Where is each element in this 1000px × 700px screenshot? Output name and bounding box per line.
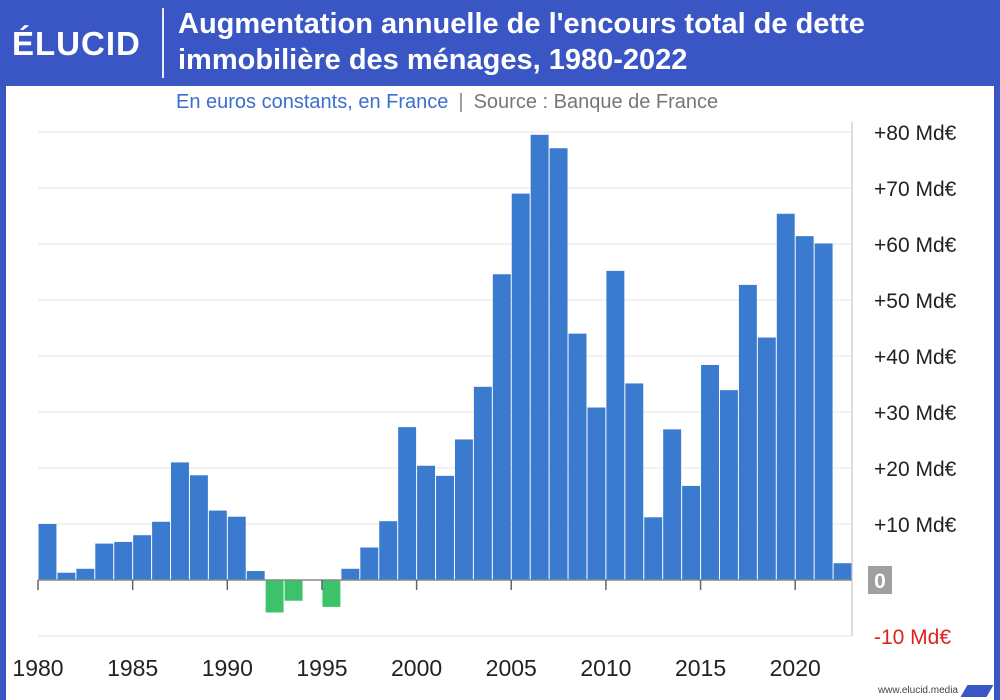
chart-title-line-1: Augmentation annuelle de l'encours total… (178, 8, 865, 40)
bar-1989 (208, 510, 227, 580)
bar-2016 (719, 390, 738, 580)
bar-1984 (114, 541, 133, 580)
zero-badge (868, 566, 892, 594)
bar-2018 (757, 337, 776, 580)
y-tick-label: +40 Md€ (874, 346, 957, 369)
bar-1986 (152, 521, 171, 580)
bar-2002 (454, 439, 473, 580)
chart-subtitle: En euros constants, en France | Source : B… (176, 89, 718, 115)
subtitle-description: En euros constants, en France (176, 91, 449, 113)
header-bar: ÉLUCID Augmentation annuelle de l'encour… (0, 0, 1000, 86)
x-tick-label: 2005 (486, 655, 537, 681)
bar-1990 (227, 516, 246, 580)
y-tick-label: +70 Md€ (874, 178, 957, 201)
y-tick-label: +60 Md€ (874, 234, 957, 257)
bar-2005 (511, 193, 530, 580)
x-tick-label: 1980 (12, 655, 63, 681)
footer-url: www.elucid.media (877, 685, 958, 696)
bar-1985 (133, 535, 152, 580)
bar-2006 (530, 134, 549, 581)
bar-1981 (57, 572, 76, 580)
bar-1997 (360, 547, 379, 580)
bar-1996 (341, 568, 360, 580)
bar-2019 (776, 213, 795, 580)
bar-1995 (322, 580, 341, 607)
x-tick-label: 2000 (391, 655, 442, 681)
logo-divider (162, 8, 164, 78)
bar-2015 (701, 364, 719, 580)
y-tick-label: -10 Md€ (874, 626, 951, 649)
bar-2017 (738, 284, 757, 580)
bar-2010 (606, 270, 625, 580)
bar-1988 (189, 475, 208, 580)
bar-1987 (171, 462, 189, 580)
subtitle-separator: | (458, 91, 464, 113)
bar-2001 (436, 475, 454, 580)
bar-2020 (795, 236, 814, 580)
chart-title-line-2: immobilière des ménages, 1980-2022 (178, 44, 688, 76)
x-tick-label: 1985 (107, 655, 158, 681)
bar-2009 (587, 407, 606, 580)
y-tick-label: +10 Md€ (874, 514, 957, 537)
y-tick-label: +50 Md€ (874, 290, 957, 313)
chart-title: Augmentation annuelle de l'encours total… (178, 6, 978, 78)
bar-1999 (398, 427, 417, 580)
bar-1982 (76, 568, 95, 580)
bar-2014 (682, 485, 701, 580)
frame-left (0, 86, 6, 700)
elucid-logo: ÉLUCID (12, 25, 141, 62)
bar-2021 (814, 243, 833, 580)
bar-1993 (284, 580, 303, 601)
y-tick-label: +20 Md€ (874, 458, 957, 481)
x-tick-label: 2015 (675, 655, 726, 681)
x-tick-label: 1990 (202, 655, 253, 681)
bar-1991 (246, 571, 265, 580)
bar-1998 (379, 521, 398, 580)
subtitle-source: Source : Banque de France (473, 91, 719, 113)
y-tick-label: +80 Md€ (874, 122, 957, 145)
bar-2003 (473, 386, 492, 580)
x-tick-label: 1995 (296, 655, 347, 681)
bar-2008 (568, 333, 587, 580)
bar-2000 (417, 465, 436, 580)
y-tick-label: +30 Md€ (874, 402, 957, 425)
y-tick-label: 0 (874, 570, 886, 593)
bar-2011 (625, 383, 644, 580)
bar-2013 (663, 429, 682, 580)
bar-1983 (95, 543, 114, 580)
bar-2004 (492, 274, 511, 580)
bar-2022 (833, 563, 852, 580)
frame-right (994, 86, 1000, 700)
bar-2012 (644, 517, 663, 580)
bar-1980 (38, 524, 57, 580)
bar-2007 (549, 148, 568, 581)
bar-1992 (265, 580, 284, 613)
x-tick-label: 2020 (770, 655, 821, 681)
x-tick-label: 2010 (580, 655, 631, 681)
